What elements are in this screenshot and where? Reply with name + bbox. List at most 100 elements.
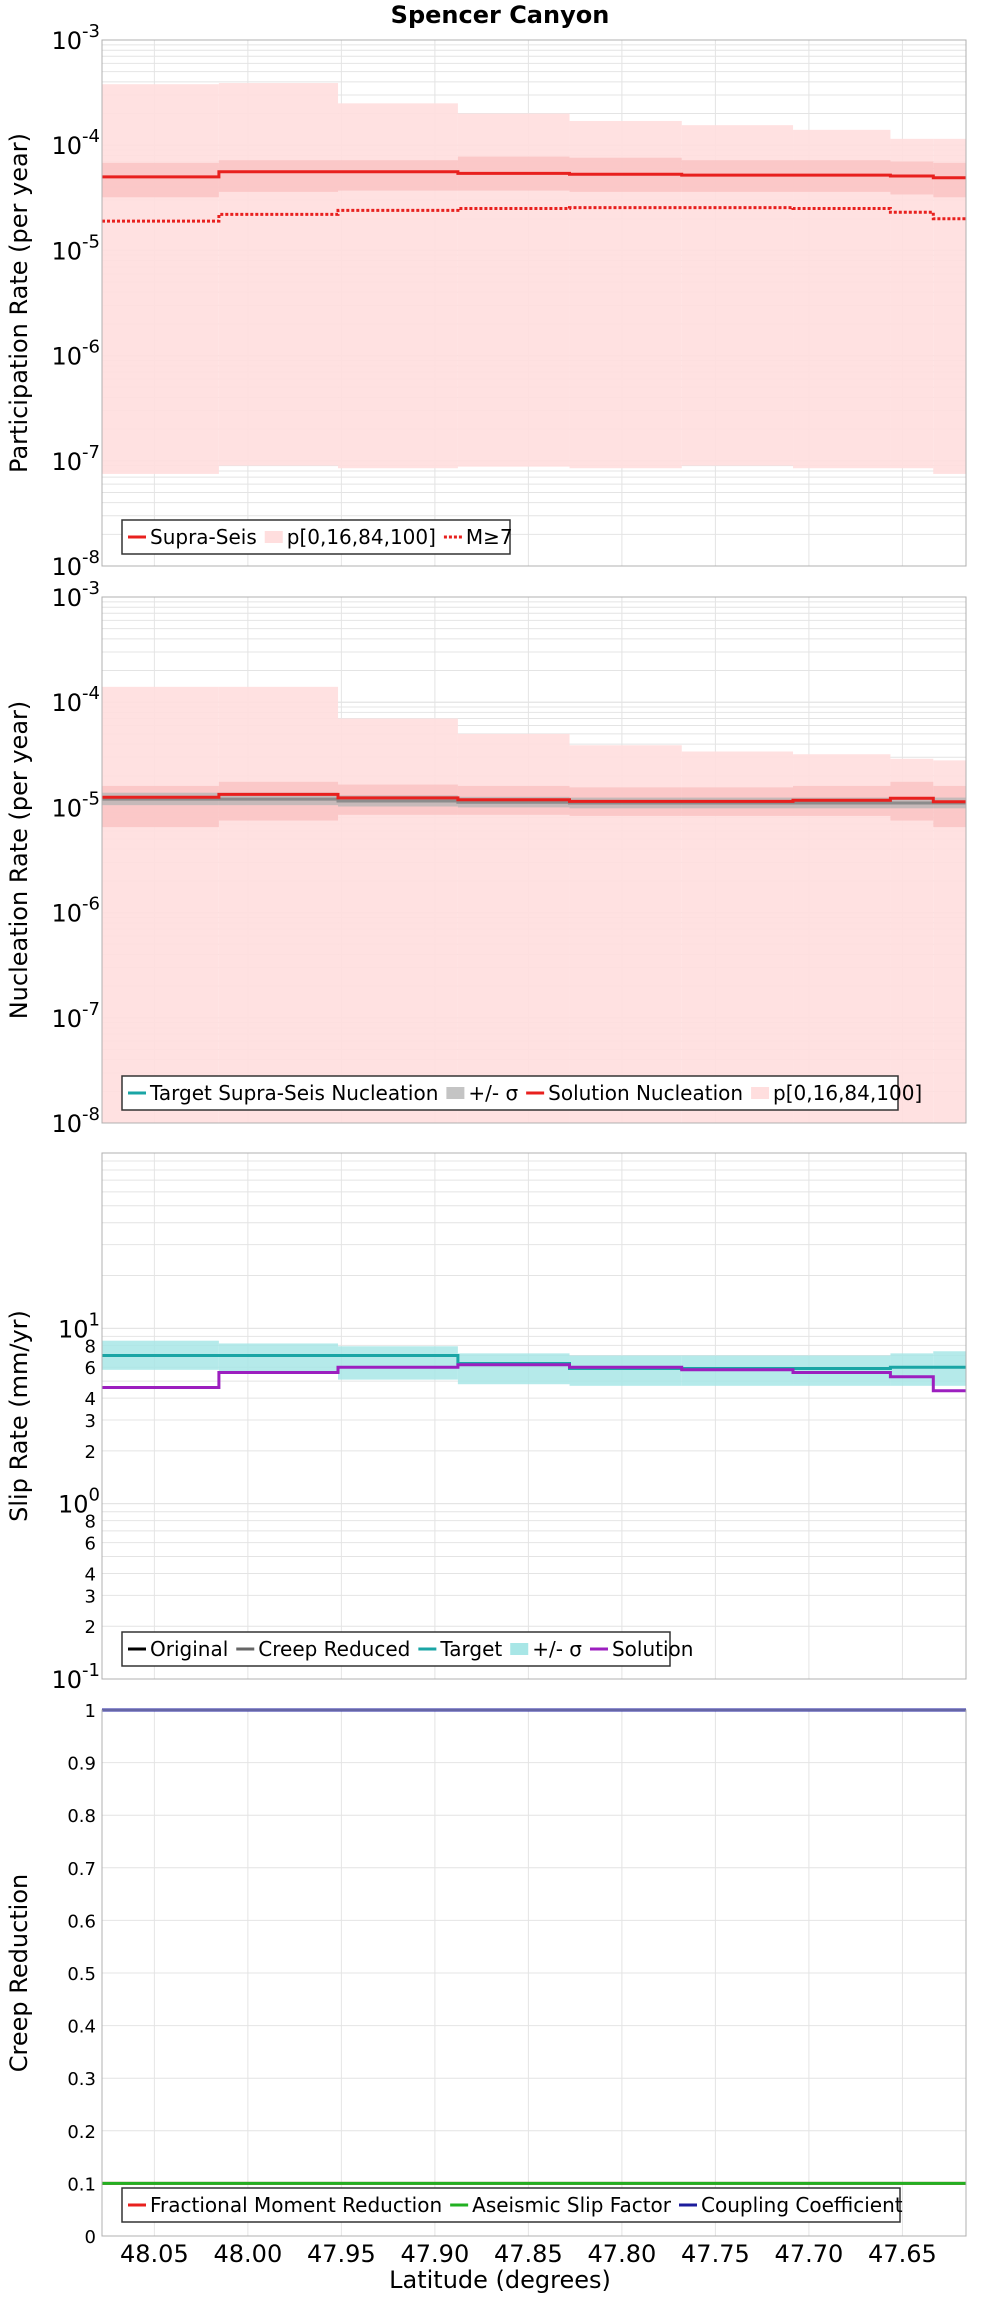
y-tick-exponent: -6 [82, 337, 100, 358]
y-tick-label: 0.4 [67, 2017, 96, 2038]
y-tick-label: 1 [85, 1701, 96, 1722]
y-tick-label: 0.2 [67, 2122, 96, 2143]
y-tick-label: 10-8 [52, 547, 101, 581]
legend-label: Solution [612, 1637, 693, 1661]
y-axis-ticks: 10-810-710-610-510-410-3 [52, 21, 101, 581]
legend-label: Target [439, 1637, 502, 1661]
y-tick-exponent: -3 [82, 578, 100, 599]
legend-label: +/- σ [468, 1081, 518, 1105]
y-tick-label: 10-5 [52, 231, 101, 265]
y-tick-mantissa: 10 [52, 237, 83, 265]
legend-label: p[0,16,84,100] [773, 1081, 922, 1105]
y-tick-exponent: -3 [82, 21, 100, 42]
y-tick-exponent: 0 [89, 1485, 100, 1506]
y-tick-label: 0.7 [67, 1859, 96, 1880]
y-minor-tick-label: 2 [85, 1617, 96, 1638]
series-solution [102, 1363, 966, 1393]
y-tick-mantissa: 10 [52, 1666, 83, 1694]
y-tick-label: 10-4 [52, 683, 101, 717]
y-tick-label: 101 [58, 1309, 100, 1343]
x-axis-label: Latitude (degrees) [389, 2266, 611, 2294]
y-minor-tick-label: 8 [85, 1512, 96, 1533]
plot-frame [101, 39, 967, 567]
y-tick-mantissa: 10 [52, 27, 83, 55]
x-tick-label: 47.85 [494, 2240, 563, 2268]
y-tick-exponent: -4 [82, 683, 100, 704]
y-axis-label: Participation Rate (per year) [5, 133, 33, 473]
legend-swatch [510, 1643, 529, 1655]
band-bin [102, 686, 219, 1123]
x-tick-label: 47.65 [868, 2240, 937, 2268]
y-tick-mantissa: 10 [58, 1491, 89, 1519]
y-tick-mantissa: 10 [52, 343, 83, 371]
band-bin [338, 103, 458, 469]
x-axis-ticks: 48.05 48.00 47.95 47.90 47.85 47.80 47.75 47.70… [120, 2240, 937, 2268]
band-p-0-16-84-100- [102, 83, 966, 474]
x-tick-label: 47.70 [775, 2240, 844, 2268]
x-tick-label: 47.95 [307, 2240, 376, 2268]
y-tick-mantissa: 10 [52, 689, 83, 717]
y-tick-label: 0.9 [67, 1754, 96, 1775]
legend-label: Aseismic Slip Factor [472, 2193, 672, 2217]
y-tick-label: 0.5 [67, 1964, 96, 1985]
y-tick-mantissa: 10 [52, 132, 83, 160]
band-bin [933, 162, 966, 198]
series-m-7 [102, 206, 966, 223]
y-tick-mantissa: 10 [52, 794, 83, 822]
band-bin [338, 1346, 458, 1380]
band-bin [457, 1353, 570, 1385]
band-bin [102, 162, 219, 198]
band-bin [218, 686, 339, 1123]
y-minor-tick-label: 8 [85, 1336, 96, 1357]
y-minor-tick-label: 4 [85, 1389, 96, 1410]
legend-label: Original [150, 1637, 228, 1661]
y-tick-exponent: -5 [82, 788, 100, 809]
y-axis-ticks: 0 0.1 0.2 0.3 0.4 0.5 0.6 0.7 0.8 0.9 1 [67, 1701, 96, 2248]
y-axis-label: Creep Reduction [5, 1874, 33, 2072]
y-tick-exponent: 1 [89, 1309, 100, 1330]
band-bin [890, 161, 934, 195]
band-bin [102, 785, 219, 828]
x-tick-label: 47.90 [401, 2240, 470, 2268]
legend-label: Coupling Coefficient [701, 2193, 903, 2217]
y-axis-label: Nucleation Rate (per year) [5, 701, 33, 1020]
y-tick-mantissa: 10 [52, 448, 83, 476]
band-bin [338, 160, 458, 191]
y-tick-label: 0.1 [67, 2174, 96, 2195]
x-tick-label: 47.75 [681, 2240, 750, 2268]
series-solution-nucleation [102, 792, 966, 804]
band-bin [218, 160, 339, 192]
plot-frame [101, 1709, 967, 2237]
y-minor-tick-label: 3 [85, 1586, 96, 1607]
band-bin [569, 1355, 682, 1386]
y-tick-label: 10-7 [52, 442, 101, 476]
y-minor-tick-label: 4 [85, 1564, 96, 1585]
plot-frame [101, 596, 967, 1124]
x-tick-label: 48.05 [120, 2240, 189, 2268]
y-tick-exponent: -7 [82, 999, 100, 1020]
legend-frame [121, 2187, 901, 2223]
y-tick-exponent: -7 [82, 442, 100, 463]
band-bin [338, 718, 458, 1123]
y-minor-tick-label: 6 [85, 1358, 96, 1379]
band-bin [890, 1353, 934, 1386]
y-tick-label: 0.3 [67, 2069, 96, 2090]
panel-creep: 0 0.1 0.2 0.3 0.4 0.5 0.6 0.7 0.8 0.9 1 Creep Reduc… [5, 1701, 967, 2248]
chart-title: Spencer Canyon [391, 1, 610, 29]
legend: Target Supra-Seis Nucleation +/- σ Solutio… [121, 1075, 922, 1111]
y-minor-tick-label: 6 [85, 1534, 96, 1555]
y-axis-label: Slip Rate (mm/yr) [5, 1310, 33, 1522]
legend-label: Target Supra-Seis Nucleation [149, 1081, 438, 1105]
legend-label: M≥7 [466, 525, 513, 549]
y-tick-label: 10-1 [52, 1660, 101, 1694]
y-tick-label: 100 [58, 1485, 100, 1519]
plot-frame [101, 1152, 967, 1680]
legend-label: Fractional Moment Reduction [150, 2193, 442, 2217]
y-tick-exponent: -4 [82, 126, 100, 147]
y-tick-label: 10-4 [52, 126, 101, 160]
legend: Original Creep Reduced Target +/- σ Solution [121, 1631, 693, 1667]
y-tick-exponent: -6 [82, 894, 100, 915]
